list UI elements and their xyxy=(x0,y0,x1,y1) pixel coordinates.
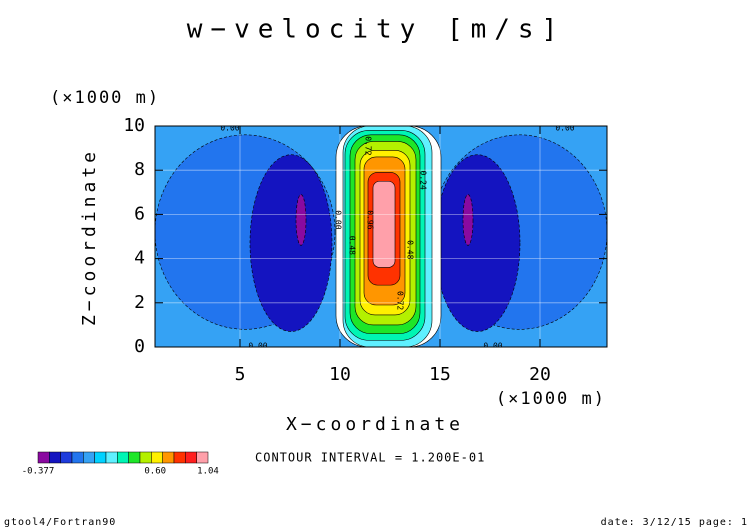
contour-label: 0.00 xyxy=(220,124,239,133)
contour-label: 0.00 xyxy=(248,341,267,350)
colorbar-cell xyxy=(83,451,95,464)
plot-frame xyxy=(154,125,608,348)
colorbar-cell xyxy=(162,451,175,464)
contour-region xyxy=(372,180,396,268)
colorbar-cell xyxy=(185,451,197,464)
colorbar-cell xyxy=(37,451,50,464)
contour-region xyxy=(434,154,521,332)
colorbar-cell xyxy=(94,451,107,464)
y-tick-label: 6 xyxy=(134,203,145,224)
x-axis-label: X−coordinate xyxy=(286,414,464,435)
contour-label: 0.00 xyxy=(483,341,502,350)
colorbar-cell xyxy=(139,451,152,464)
contour-label: 0.00 xyxy=(555,124,574,133)
y-tick-label: 4 xyxy=(134,248,145,269)
colorbar-cell xyxy=(196,451,209,464)
y-unit: (×1000 m) xyxy=(50,88,160,108)
y-tick-label: 0 xyxy=(134,336,145,357)
colorbar-cell xyxy=(60,451,73,464)
y-tick-label: 8 xyxy=(134,159,145,180)
colorbar-label: 0.60 xyxy=(144,467,166,477)
contour-interval: CONTOUR INTERVAL = 1.200E-01 xyxy=(255,451,485,465)
colorbar-label: -0.377 xyxy=(22,467,55,477)
x-tick-label: 10 xyxy=(329,364,351,385)
contour-label: 0.24 xyxy=(419,171,428,190)
x-tick-label: 5 xyxy=(235,364,246,385)
contour-region xyxy=(249,154,333,332)
chart-title: w−velocity [m/s] xyxy=(187,15,565,45)
y-tick-label: 2 xyxy=(134,292,145,313)
colorbar-cell xyxy=(49,451,61,464)
x-tick-label: 20 xyxy=(529,364,551,385)
contour-label: 0.48 xyxy=(406,240,415,259)
plot-area: 0.00 0.00 0.00 0.00 0.72 0.96 0.48 0.72 0.24 0.00… xyxy=(155,124,607,350)
colorbar-label: 1.04 xyxy=(197,467,219,477)
colorbar-cell xyxy=(128,451,141,464)
footer-right: date: 3/12/15 page: 1 xyxy=(601,517,748,528)
colorbar-cell xyxy=(117,451,129,464)
contour-label: 0.96 xyxy=(366,210,375,229)
contour-label: 0.48 xyxy=(348,236,357,255)
contour-region xyxy=(462,194,474,246)
contour-region xyxy=(295,194,307,246)
x-unit: (×1000 m) xyxy=(496,389,606,409)
footer-left: gtool4/Fortran90 xyxy=(4,517,116,528)
colorbar-cell xyxy=(71,451,84,464)
contour-label: 0.00 xyxy=(334,210,343,229)
colorbar-cell xyxy=(105,451,118,464)
x-tick-label: 15 xyxy=(429,364,451,385)
y-tick-label: 10 xyxy=(123,115,145,136)
y-axis-label: Z−coordinate xyxy=(79,148,100,326)
colorbar-cell xyxy=(151,451,163,464)
contour-label: 0.72 xyxy=(364,136,373,155)
contour-label: 0.72 xyxy=(396,291,405,310)
colorbar-cell xyxy=(173,451,186,464)
